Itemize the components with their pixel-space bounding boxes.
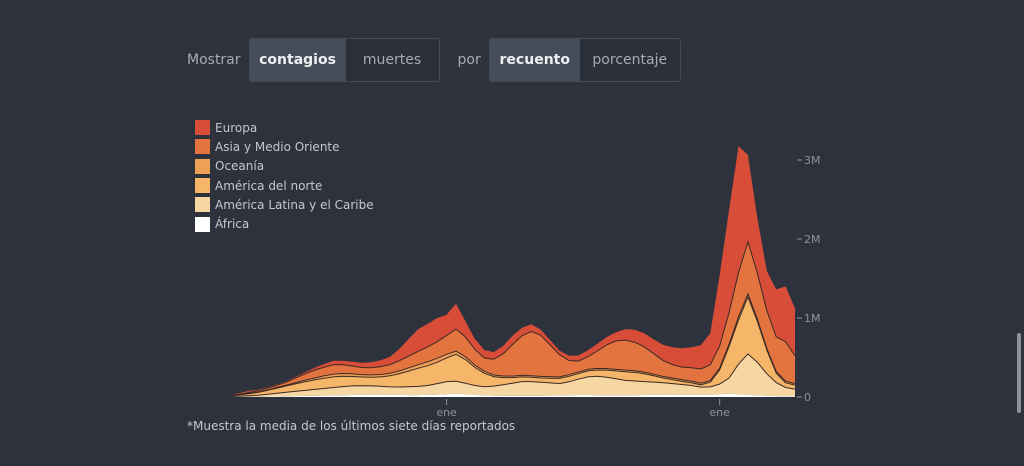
y-tick-label: 0 <box>804 391 811 404</box>
series-outline <box>229 292 796 397</box>
legend-label: África <box>215 217 250 232</box>
legend-label: Asia y Medio Oriente <box>215 139 340 154</box>
legend-item-asia[interactable]: Asia y Medio Oriente <box>195 137 374 156</box>
scrollbar[interactable] <box>1017 333 1021 413</box>
chart-areas <box>229 146 796 398</box>
legend-item-africa[interactable]: África <box>195 214 374 233</box>
legend-swatch <box>195 158 210 174</box>
footnote: *Muestra la media de los últimos siete d… <box>187 419 516 433</box>
legend-item-oceania[interactable]: Oceanía <box>195 157 374 176</box>
series-outline <box>229 295 796 397</box>
legend-item-america-norte[interactable]: América del norte <box>195 176 374 195</box>
muertes-button[interactable]: muertes <box>345 39 439 81</box>
legend-label: América del norte <box>215 178 323 193</box>
show-label: Mostrar <box>187 52 241 68</box>
y-tick-label: 3M <box>804 154 821 167</box>
chart-legend: Europa Asia y Medio Oriente Oceanía Amér… <box>195 118 374 234</box>
x-tick-label: ene <box>436 406 457 419</box>
legend-swatch <box>195 216 210 232</box>
legend-swatch <box>195 178 210 194</box>
series-outline <box>229 240 796 397</box>
legend-swatch <box>195 120 210 136</box>
area-asia-y-medio-oriente <box>230 241 795 397</box>
x-tick-label: ene <box>709 406 730 419</box>
y-tick-label: 2M <box>804 233 821 246</box>
legend-label: Europa <box>215 120 258 135</box>
y-axis: 0 1M 2M 3M <box>797 154 821 404</box>
legend-label: Oceanía <box>215 159 265 174</box>
recuento-button[interactable]: recuento <box>489 39 580 81</box>
legend-swatch <box>195 139 210 155</box>
contagios-button[interactable]: contagios <box>249 39 346 81</box>
series-outline <box>229 353 796 398</box>
chart-controls: Mostrar contagios muertes por recuento p… <box>187 38 681 82</box>
legend-swatch <box>195 197 210 213</box>
area-europa <box>230 146 795 396</box>
mode-toggle: recuento porcentaje <box>488 38 681 82</box>
legend-item-america-latina[interactable]: América Latina y el Caribe <box>195 195 374 214</box>
area-am-rica-del-norte <box>230 297 795 397</box>
porcentaje-button[interactable]: porcentaje <box>579 39 680 81</box>
y-tick-label: 1M <box>804 312 821 325</box>
legend-item-europa[interactable]: Europa <box>195 118 374 137</box>
metric-toggle: contagios muertes <box>248 38 440 82</box>
by-label: por <box>457 52 481 68</box>
legend-label: América Latina y el Caribe <box>215 197 374 212</box>
x-axis: ene ene <box>436 399 730 419</box>
area--frica <box>230 393 795 397</box>
